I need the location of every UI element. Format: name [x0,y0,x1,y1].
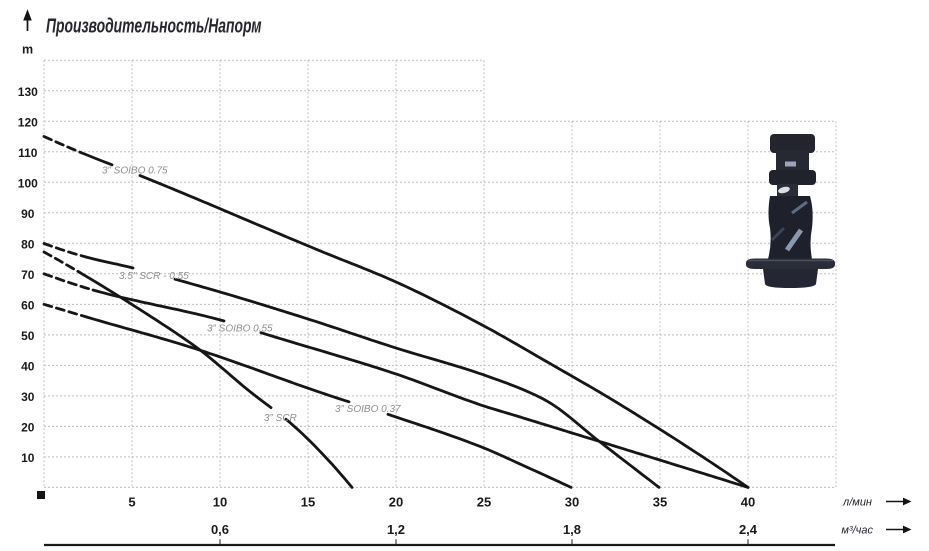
svg-text:120: 120 [18,116,38,130]
svg-text:40: 40 [21,360,35,374]
svg-text:Производительность/Напорм: Производительность/Напорм [46,14,262,37]
svg-text:1,8: 1,8 [563,522,581,537]
svg-text:90: 90 [21,207,35,221]
svg-text:2,4: 2,4 [739,522,758,537]
svg-text:60: 60 [21,299,35,313]
svg-text:3.5" SCR - 0.55: 3.5" SCR - 0.55 [119,271,189,282]
svg-text:m: m [22,42,33,56]
svg-text:3” SOIBO 0.37: 3” SOIBO 0.37 [335,404,401,415]
svg-text:20: 20 [389,495,403,510]
svg-text:40: 40 [741,495,755,510]
svg-text:30: 30 [565,495,579,510]
svg-text:110: 110 [18,146,38,160]
svg-text:50: 50 [21,329,35,343]
svg-text:80: 80 [21,238,35,252]
svg-text:70: 70 [21,268,35,282]
svg-text:3” SCR: 3” SCR [264,413,297,424]
svg-text:15: 15 [301,495,315,510]
svg-text:5: 5 [128,495,135,510]
svg-text:л/мин: л/мин [842,497,872,509]
svg-text:10: 10 [213,495,227,510]
svg-text:100: 100 [18,177,38,191]
svg-text:35: 35 [653,495,667,510]
svg-text:1,2: 1,2 [387,522,405,537]
svg-text:0,6: 0,6 [211,522,229,537]
svg-text:10: 10 [21,451,35,465]
svg-text:25: 25 [477,495,491,510]
svg-text:м³/час: м³/час [841,525,873,537]
svg-text:3” SOIBO 0.75: 3” SOIBO 0.75 [102,166,168,177]
svg-text:20: 20 [21,421,35,435]
svg-text:130: 130 [18,85,38,99]
svg-text:3” SOIBO 0.55: 3” SOIBO 0.55 [207,324,273,335]
svg-text:30: 30 [21,390,35,404]
